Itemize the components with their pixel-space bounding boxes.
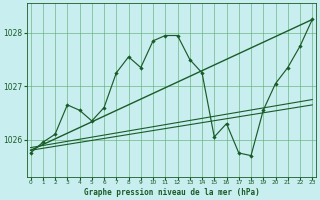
X-axis label: Graphe pression niveau de la mer (hPa): Graphe pression niveau de la mer (hPa) [84, 188, 259, 197]
